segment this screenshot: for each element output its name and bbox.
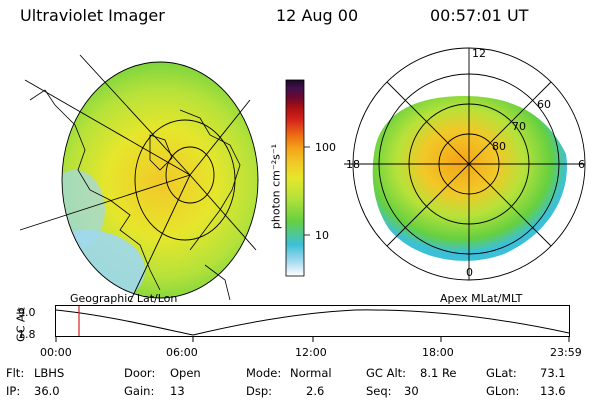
altitude-tick-low: 1.8 [18, 328, 36, 341]
observation-date: 12 Aug 00 [276, 6, 359, 25]
coastlines [29, 89, 241, 301]
colorbar-unit-label: photon cm⁻²s⁻¹ [269, 143, 283, 230]
glon-label: GLon: [486, 384, 520, 398]
time-tick-0000: 00:00 [40, 346, 72, 359]
geographic-map [19, 54, 259, 303]
ip-value: 36.0 [34, 384, 60, 398]
intensity-colorbar [285, 79, 310, 277]
auroral-emission-right [372, 96, 567, 261]
time-tick-2359: 23:59 [550, 346, 582, 359]
magnetic-polar-map [344, 47, 586, 281]
filter-label: Flt: [6, 366, 25, 380]
door-label: Door: [124, 366, 156, 380]
glat-value: 73.1 [540, 366, 566, 380]
time-tick-1800: 18:00 [422, 346, 454, 359]
mlat-label-80: 80 [492, 140, 506, 153]
geographic-grid [19, 54, 259, 303]
glat-label: GLat: [486, 366, 517, 380]
gc-altitude-value: 8.1 Re [420, 366, 457, 380]
mlat-label-60: 60 [537, 98, 551, 111]
geographic-map-label: Geographic Lat/Lon [70, 292, 178, 305]
mlt-label-0: 0 [466, 266, 473, 279]
dsp-label: Dsp: [246, 384, 273, 398]
mode-label: Mode: [246, 366, 282, 380]
ip-label: IP: [6, 384, 21, 398]
altitude-timeline-plot [55, 305, 570, 342]
time-tick-1200: 12:00 [295, 346, 327, 359]
gain-value: 13 [170, 384, 185, 398]
dsp-value: 2.6 [306, 384, 325, 398]
sequence-value: 30 [404, 384, 419, 398]
mlt-label-18: 18 [346, 158, 360, 171]
colorbar-tick-100: 100 [315, 141, 336, 154]
altitude-tick-high: 9.0 [18, 306, 36, 319]
door-value: Open [170, 366, 201, 380]
auroral-emission-left [62, 62, 258, 298]
mlat-label-70: 70 [512, 120, 526, 133]
filter-value: LBHS [34, 366, 65, 380]
altitude-curve [55, 309, 570, 336]
sequence-label: Seq: [366, 384, 392, 398]
mlt-label-12: 12 [472, 47, 486, 60]
observation-time: 00:57:01 UT [430, 6, 529, 25]
colorbar-tick-10: 10 [315, 229, 329, 242]
magnetic-map-label: Apex MLat/MLT [440, 292, 523, 305]
instrument-title: Ultraviolet Imager [20, 6, 165, 25]
mode-value: Normal [290, 366, 332, 380]
gc-altitude-label: GC Alt: [366, 366, 407, 380]
mlt-label-6: 6 [578, 158, 585, 171]
polar-grid [344, 47, 586, 281]
time-tick-0600: 06:00 [166, 346, 198, 359]
glon-value: 13.6 [540, 384, 566, 398]
gain-label: Gain: [124, 384, 155, 398]
